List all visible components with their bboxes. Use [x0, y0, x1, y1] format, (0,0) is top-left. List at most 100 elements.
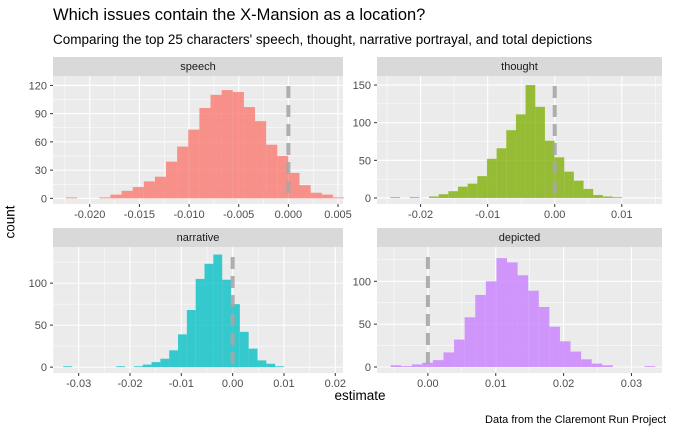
x-tick-label: 0.00	[417, 378, 438, 390]
facet-thought: thought -0.02 -0.01 0.00 0.01 0 50 100 150	[353, 57, 662, 221]
histogram-bar	[464, 317, 476, 367]
histogram-bar	[266, 363, 276, 368]
histogram-bar	[486, 158, 497, 198]
chart-subtitle: Comparing the top 25 characters' speech,…	[53, 32, 593, 47]
histogram-bar	[559, 341, 571, 367]
facet-strip	[53, 228, 343, 247]
histogram-bar	[528, 290, 539, 367]
histogram-bar	[166, 161, 178, 199]
histogram-bar	[422, 362, 433, 367]
y-tick-label: 0	[365, 193, 371, 205]
x-tick-label: 0.005	[324, 209, 352, 221]
x-tick-label: 0.000	[275, 209, 303, 221]
facet-strip	[377, 57, 662, 76]
y-tick-label: 100	[29, 278, 47, 290]
histogram-bar	[99, 197, 111, 199]
histogram-bar	[602, 365, 613, 367]
facet-strip	[377, 228, 662, 247]
histogram-bar	[186, 310, 196, 368]
histogram-bar	[432, 360, 444, 367]
histogram-bar	[142, 364, 152, 368]
histogram-bar	[133, 366, 143, 368]
histogram-bar	[496, 148, 507, 198]
histogram-bar	[63, 366, 73, 368]
histogram-bar	[443, 352, 455, 367]
histogram-bar	[195, 278, 205, 368]
histogram-bar	[210, 94, 222, 199]
y-tick-label: 50	[359, 319, 371, 331]
histogram-bar	[390, 197, 401, 199]
histogram-bar	[154, 176, 167, 199]
x-tick-label: -0.03	[66, 378, 91, 390]
x-tick-label: -0.02	[408, 209, 433, 221]
histogram-bar	[525, 85, 536, 198]
facet-strip	[53, 57, 343, 76]
histogram-bar	[583, 188, 594, 198]
x-tick-label: 0.01	[611, 209, 632, 221]
y-tick-label: 0	[41, 193, 47, 205]
y-tick-label: 150	[353, 80, 371, 92]
histogram-bar	[160, 358, 170, 368]
histogram-bar	[517, 275, 529, 367]
histogram-bar	[277, 156, 289, 199]
histogram-bar	[573, 180, 584, 198]
x-tick-label: -0.01	[475, 209, 500, 221]
y-tick-label: 50	[359, 155, 371, 167]
facet-narrative: narrative -0.03 -0.02 -0.01 0.00 0.01 0.02 0 50 1…	[29, 228, 346, 390]
x-axis-label: estimate	[334, 388, 386, 403]
histogram-bar	[612, 197, 623, 199]
x-tick-label: 0.01	[273, 378, 294, 390]
x-tick-label: -0.02	[117, 378, 142, 390]
chart-caption: Data from the Claremont Run Project	[485, 414, 666, 426]
histogram-bar	[593, 194, 603, 198]
facet-strip-label: depicted	[499, 232, 541, 244]
histogram-bar	[116, 366, 126, 368]
histogram-bar	[411, 364, 423, 367]
histogram-bar	[243, 107, 256, 199]
histogram-bar	[222, 279, 232, 368]
facet-depicted: depicted 0.00 0.01 0.02 0.03 0 50 100	[353, 228, 662, 390]
y-tick-label: 30	[35, 165, 47, 177]
histogram-bar	[110, 194, 122, 199]
histogram-bar	[644, 366, 656, 367]
histogram-bar	[409, 197, 420, 199]
histogram-bar	[255, 121, 267, 199]
x-tick-label: 0.02	[553, 378, 574, 390]
histogram-bar	[429, 196, 439, 198]
histogram-bar	[390, 365, 402, 367]
y-tick-label: 50	[35, 320, 47, 332]
histogram-bar	[121, 190, 133, 199]
facet-speech: speech -0.020 -0.015 -0.010 -0.005 0.000 0.005…	[29, 57, 352, 221]
x-tick-label: -0.015	[124, 209, 155, 221]
x-tick-label: -0.020	[74, 209, 105, 221]
histogram-bar	[507, 262, 518, 367]
histogram-bar	[321, 194, 333, 199]
histogram-bar	[544, 140, 555, 198]
histogram-bar	[564, 171, 574, 198]
x-tick-label: -0.005	[223, 209, 254, 221]
histogram-bar	[448, 191, 459, 198]
histogram-bar	[275, 366, 284, 368]
histogram-bar	[151, 362, 161, 368]
histogram-bar	[477, 176, 487, 198]
histogram-bar	[332, 197, 344, 199]
histogram-bar	[232, 92, 244, 199]
histogram-bar	[266, 144, 278, 199]
histogram-bar	[169, 350, 179, 368]
histogram-bar	[467, 183, 478, 198]
histogram-bar	[485, 281, 497, 367]
histogram-bar	[299, 185, 311, 199]
histogram-bar	[554, 157, 565, 198]
histogram-bar	[591, 363, 603, 367]
histogram-bar	[538, 307, 550, 367]
histogram-bar	[248, 348, 258, 368]
facet-strip-label: thought	[501, 61, 538, 73]
histogram-bar	[602, 196, 613, 198]
x-tick-label: -0.01	[169, 378, 194, 390]
histogram-bar	[454, 339, 465, 367]
histogram-bar	[288, 172, 300, 199]
histogram-bar	[310, 192, 322, 199]
histogram-bar	[65, 197, 78, 199]
histogram-bar	[515, 114, 526, 198]
